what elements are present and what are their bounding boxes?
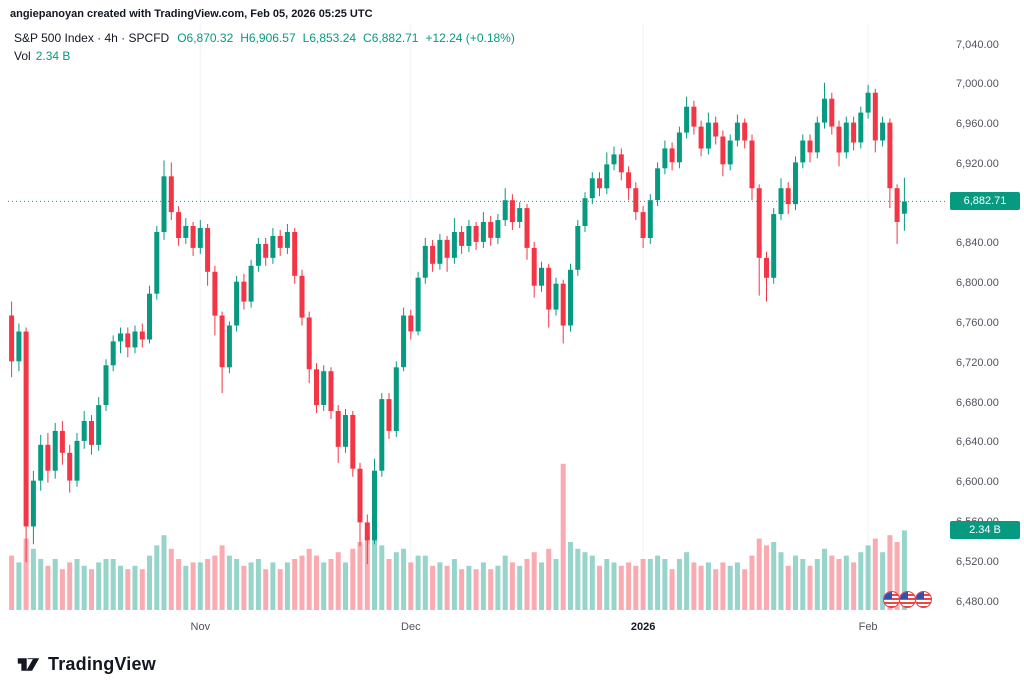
tradingview-footer: TradingView (16, 648, 156, 680)
price-tick-label: 6,720.00 (956, 356, 999, 369)
price-tick-label: 7,040.00 (956, 38, 999, 51)
volume-label[interactable]: Vol (14, 49, 31, 63)
price-tick-label: 6,640.00 (956, 436, 999, 449)
open-value: O6,870.32 (177, 31, 234, 45)
price-tick-label: 6,960.00 (956, 118, 999, 131)
volume-legend: Vol 2.34 B (14, 49, 70, 63)
volume-layer (9, 463, 907, 610)
us-flag-event-icon[interactable] (899, 591, 916, 608)
time-tick-label: Dec (401, 621, 421, 633)
volume-value: 2.34 B (35, 49, 71, 63)
time-tick-label: Feb (858, 621, 878, 633)
price-tick-label: 6,920.00 (956, 157, 999, 170)
grid-layer (199, 24, 869, 610)
price-tick-label: 6,800.00 (956, 277, 999, 290)
price-tick-label: 6,760.00 (956, 317, 999, 329)
symbol-title[interactable]: S&P 500 Index · 4h · SPCFD (14, 31, 170, 45)
volume-badge: 2.34 B (950, 521, 1020, 540)
price-tick-label: 6,840.00 (956, 237, 999, 250)
price-tick-label: 7,000.00 (956, 78, 999, 91)
tradingview-logo-icon (17, 657, 40, 671)
chart-legend: S&P 500 Index · 4h · SPCFD O6,870.32 H6,90… (14, 31, 515, 45)
high-value: H6,906.57 (240, 31, 296, 45)
time-axis[interactable]: Nov Dec 2026 Feb (0, 616, 948, 638)
attribution-text: angiepanoyan created with TradingView.co… (10, 8, 373, 20)
tradingview-brand-text[interactable]: TradingView (48, 653, 156, 674)
us-flag-event-icon[interactable] (915, 591, 932, 608)
us-flag-event-icon[interactable] (883, 591, 900, 608)
change-value: +12.24 (+0.18%) (425, 31, 515, 45)
low-value: L6,853.24 (302, 31, 357, 45)
time-tick-label: 2026 (630, 621, 656, 633)
last-price-badge: 6,882.71 (950, 192, 1020, 211)
event-flags[interactable] (883, 591, 932, 608)
time-tick-label: Nov (190, 621, 211, 633)
candles-layer (9, 82, 907, 565)
price-tick-label: 6,680.00 (956, 396, 999, 409)
price-tick-label: 6,600.00 (956, 476, 999, 489)
price-tick-label: 6,520.00 (956, 555, 999, 568)
price-tick-label: 6,480.00 (956, 595, 999, 608)
close-value: C6,882.71 (363, 31, 419, 45)
